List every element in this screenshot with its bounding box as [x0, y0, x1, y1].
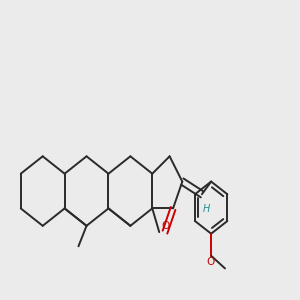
Text: O: O	[161, 220, 169, 230]
Text: H: H	[203, 204, 211, 214]
Text: O: O	[206, 257, 214, 267]
